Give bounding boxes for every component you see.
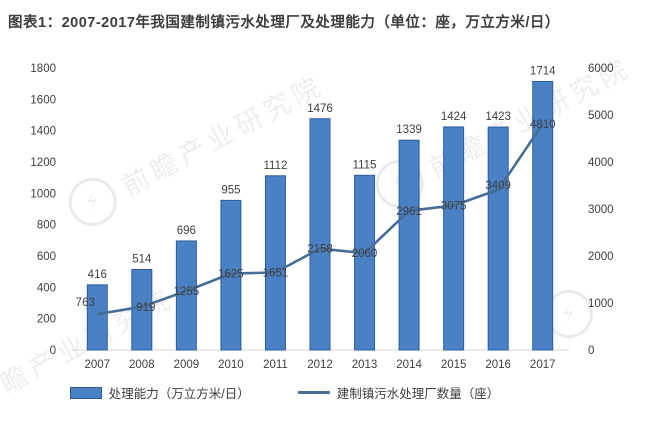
y-tick-label-right: 5000	[588, 110, 614, 122]
x-tick-label: 2008	[129, 359, 155, 371]
bar-value-label: 416	[88, 269, 107, 281]
y-tick-label-right: 1000	[588, 298, 614, 310]
x-tick-label: 2012	[307, 359, 333, 371]
bar-value-label: 514	[132, 253, 152, 265]
line-value-label: 763	[76, 297, 95, 309]
y-tick-label-left: 1200	[30, 157, 56, 169]
legend-label-plant-count: 建制镇污水处理厂数量（座）	[336, 387, 500, 401]
bar-value-label: 1339	[396, 124, 422, 136]
bar-value-label: 1424	[441, 111, 467, 123]
y-tick-label-right: 4000	[588, 157, 614, 169]
y-tick-label-left: 1400	[30, 126, 56, 138]
x-tick-label: 2009	[174, 359, 200, 371]
chart-area: ⚡ 前瞻产业研究院 ⚡ 前瞻产业研究院 前瞻产业研究院 ⚡ 0200400600…	[0, 52, 649, 415]
bar-value-label: 1476	[307, 103, 333, 115]
y-tick-label-left: 1000	[30, 188, 56, 200]
y-tick-label-left: 1800	[30, 63, 56, 75]
line-value-label: 919	[136, 302, 155, 314]
line-value-label: 1651	[263, 267, 289, 279]
legend-item-capacity: 处理能力（万立方米/日）	[69, 383, 250, 402]
y-tick-label-left: 0	[50, 345, 56, 357]
y-tick-label-left: 200	[37, 314, 56, 326]
line-series-swatch	[297, 391, 330, 394]
x-tick-label: 2011	[263, 359, 288, 371]
bar-value-label: 1112	[264, 160, 288, 172]
bar-series-swatch	[69, 386, 102, 399]
y-tick-label-right: 2000	[588, 251, 614, 263]
y-tick-label-right: 6000	[588, 63, 614, 75]
y-tick-label-left: 800	[37, 220, 56, 232]
bar-2015	[443, 126, 465, 351]
line-value-label: 3075	[441, 200, 467, 212]
bar-value-label: 1115	[353, 159, 377, 171]
bar-2012	[309, 118, 331, 351]
bar-value-label: 1423	[485, 111, 511, 123]
y-tick-label-right: 3000	[588, 204, 614, 216]
line-value-label: 4810	[530, 119, 556, 131]
line-value-label: 1625	[218, 269, 244, 281]
line-value-label: 2961	[396, 206, 422, 218]
bar-2017	[532, 80, 554, 351]
y-tick-label-left: 1600	[30, 94, 56, 106]
bar-2016	[487, 126, 509, 351]
bar-2013	[354, 174, 376, 351]
x-tick-label: 2016	[485, 359, 511, 371]
bar-value-label: 955	[221, 184, 240, 196]
legend-label-capacity: 处理能力（万立方米/日）	[108, 387, 250, 401]
bar-2007	[86, 284, 108, 351]
x-tick-label: 2010	[218, 359, 244, 371]
x-tick-label: 2014	[396, 359, 422, 371]
bar-2011	[264, 175, 286, 351]
line-value-label: 2158	[307, 244, 333, 256]
x-tick-label: 2017	[530, 359, 556, 371]
trend-line	[97, 123, 544, 316]
bar-value-label: 1714	[530, 65, 556, 77]
y-tick-label-right: 0	[588, 345, 594, 357]
bar-value-label: 696	[177, 225, 196, 237]
chart-title: 图表1：2007-2017年我国建制镇污水处理厂及处理能力（单位：座，万立方米/…	[8, 15, 560, 31]
x-tick-label: 2015	[441, 359, 467, 371]
y-tick-label-left: 600	[37, 251, 56, 263]
bar-2014	[398, 139, 420, 351]
legend-item-plant-count: 建制镇污水处理厂数量（座）	[297, 383, 500, 402]
x-tick-label: 2013	[352, 359, 378, 371]
combo-chart: 0 200 400 600 800 1000 1200 1400 1600 1800 0 1000 20…	[30, 63, 614, 371]
x-tick-label: 2007	[84, 359, 110, 371]
y-tick-label-left: 400	[37, 282, 56, 294]
bar-2010	[220, 199, 242, 351]
line-value-label: 3409	[485, 180, 511, 192]
legend: 处理能力（万立方米/日） 建制镇污水处理厂数量（座）	[0, 383, 609, 402]
line-value-label: 1255	[174, 286, 200, 298]
line-value-label: 2060	[352, 248, 378, 260]
